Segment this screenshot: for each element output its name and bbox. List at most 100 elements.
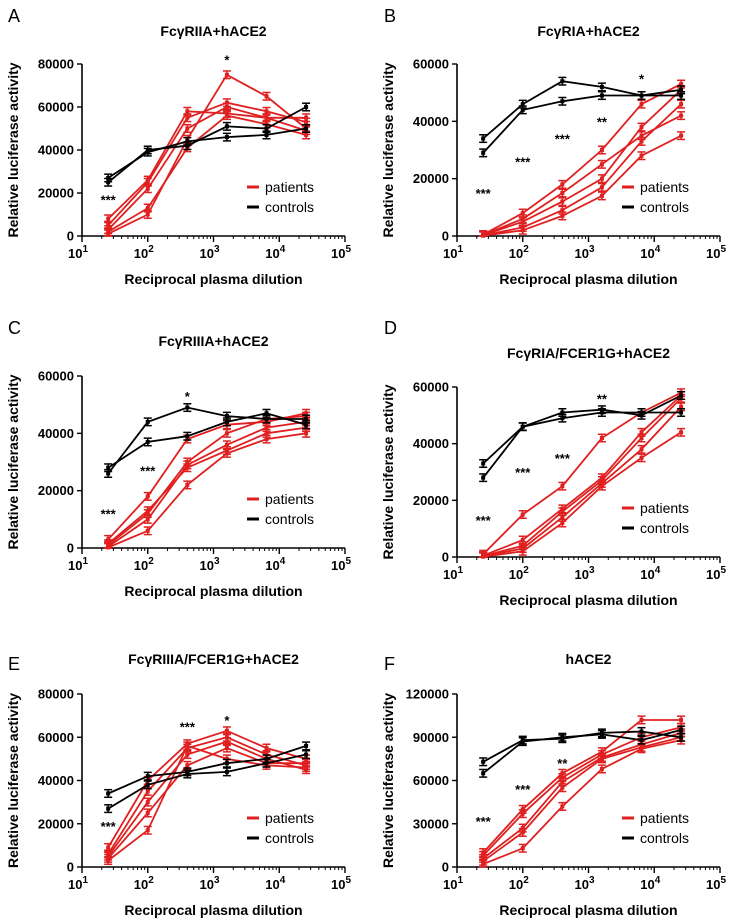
x-tick-label: 101 [443, 244, 463, 261]
data-point-patients [264, 94, 269, 99]
panel-d: D FcγRIA/FCER1G+hACE2 0 20000 40000 60000 101 1… [380, 318, 726, 608]
data-point-controls [224, 769, 229, 774]
data-point-patients [639, 746, 644, 751]
series-line-patients [482, 726, 682, 857]
legend-label-patients: patients [640, 500, 689, 516]
data-point-controls [481, 759, 486, 764]
data-point-patients [106, 216, 111, 221]
significance-marker: *** [515, 154, 531, 169]
y-axis-label: Relative luciferase activity [5, 693, 21, 868]
data-point-controls [560, 410, 565, 415]
data-point-patients [224, 72, 229, 77]
y-tick-label: 20000 [413, 493, 449, 508]
data-point-patients [520, 512, 525, 517]
y-tick-label: 0 [442, 229, 449, 244]
data-point-controls [520, 102, 525, 107]
significance-marker: * [224, 713, 230, 728]
x-tick-label: 103 [199, 875, 219, 892]
series-line-patients [107, 421, 307, 548]
data-point-patients [560, 779, 565, 784]
x-tick-label: 102 [134, 244, 154, 261]
data-point-controls [145, 774, 150, 779]
y-axis-label: Relative luciferase activity [380, 693, 396, 868]
data-point-controls [304, 417, 309, 421]
data-point-patients [520, 211, 525, 216]
data-point-controls [679, 93, 684, 98]
data-point-controls [185, 139, 190, 144]
x-tick-label: 105 [331, 875, 351, 892]
y-tick-label: 0 [442, 860, 449, 875]
x-tick-label: 105 [331, 244, 351, 261]
data-point-controls [599, 732, 604, 737]
data-point-patients [145, 517, 150, 522]
x-tick-label: 103 [574, 565, 594, 582]
series-line-patients [107, 740, 307, 857]
y-tick-label: 40000 [38, 773, 74, 788]
x-tick-label: 102 [509, 875, 529, 892]
x-tick-label: 105 [706, 244, 726, 261]
x-tick-label: 104 [265, 875, 285, 892]
panel-c: C FcγRIIIA+hACE2 0 20000 40000 60000 101 102 103… [5, 318, 351, 599]
x-tick-label: 104 [640, 244, 660, 261]
x-tick-label: 101 [443, 565, 463, 582]
significance-marker: *** [476, 513, 492, 528]
data-point-patients [679, 113, 684, 118]
data-point-patients [639, 430, 644, 435]
y-tick-label: 120000 [406, 687, 449, 702]
data-point-controls [481, 461, 486, 466]
data-point-controls [560, 416, 565, 421]
data-point-controls [145, 150, 150, 155]
data-point-controls [264, 411, 269, 416]
legend-label-controls: controls [265, 199, 314, 215]
panel-letter: E [8, 654, 20, 674]
x-tick-label: 103 [574, 875, 594, 892]
significance-marker: *** [555, 451, 571, 466]
x-axis-label: Reciprocal plasma dilution [124, 583, 302, 599]
chart-title: FcγRIIIA+hACE2 [158, 333, 268, 349]
data-point-patients [264, 115, 269, 120]
series-line-patients [107, 744, 307, 862]
data-point-controls [560, 99, 565, 104]
y-tick-label: 0 [67, 860, 74, 875]
data-point-patients [560, 182, 565, 187]
data-point-patients [560, 785, 565, 790]
data-point-patients [304, 120, 309, 125]
series-line-patients [107, 747, 307, 859]
data-point-patients [145, 178, 150, 183]
data-point-patients [520, 216, 525, 221]
data-point-patients [679, 404, 684, 409]
y-tick-label: 80000 [38, 687, 74, 702]
series-line-controls [107, 753, 307, 810]
data-point-patients [599, 185, 604, 190]
y-tick-label: 60000 [38, 100, 74, 115]
x-tick-label: 103 [199, 244, 219, 261]
chart-title: hACE2 [566, 651, 612, 667]
y-tick-label: 30000 [413, 816, 449, 831]
data-point-patients [264, 437, 269, 442]
chart-title: FcγRIA+hACE2 [537, 23, 640, 39]
data-point-patients [679, 102, 684, 107]
data-point-patients [224, 113, 229, 118]
data-point-controls [185, 405, 190, 410]
data-point-controls [560, 79, 565, 84]
data-point-controls [304, 126, 309, 131]
series-line-controls [107, 127, 307, 179]
data-point-patients [224, 431, 229, 436]
data-point-controls [224, 761, 229, 766]
data-point-controls [106, 471, 111, 476]
data-point-patients [145, 212, 150, 217]
data-point-patients [599, 756, 604, 761]
y-tick-label: 60000 [413, 773, 449, 788]
data-point-patients [560, 213, 565, 218]
chart-title: FcγRIIA+hACE2 [160, 23, 266, 39]
panel-e: E FcγRIIIA/FCER1G+hACE2 0 20000 40000 60000 80… [5, 651, 351, 918]
series-line-patients [482, 391, 682, 555]
data-point-controls [224, 135, 229, 140]
series-line-controls [482, 80, 682, 140]
significance-marker: * [639, 71, 645, 86]
data-point-patients [224, 728, 229, 733]
series-line-patients [482, 89, 682, 236]
data-point-patients [560, 191, 565, 195]
